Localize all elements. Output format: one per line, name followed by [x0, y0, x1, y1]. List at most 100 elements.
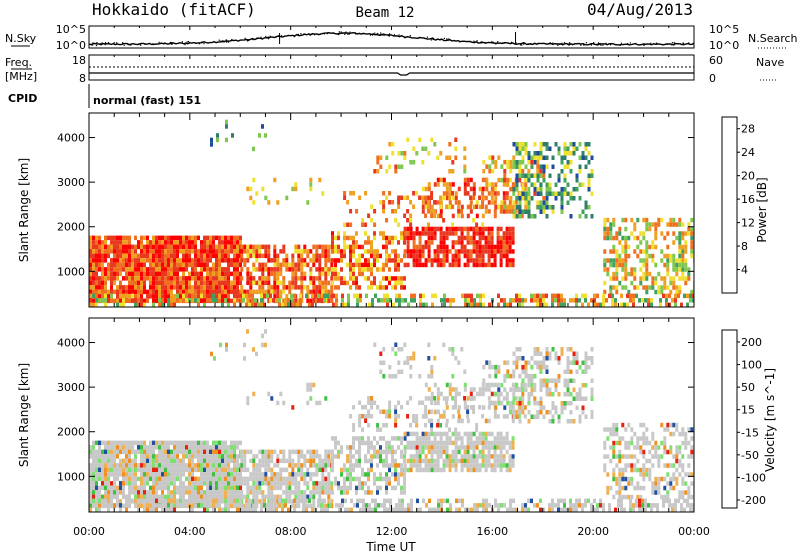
power-cell [146, 267, 149, 272]
power-cell [270, 289, 274, 295]
velocity-cell [542, 360, 546, 365]
velocity-cell [367, 409, 371, 414]
power-cell [291, 276, 295, 281]
power-cell [689, 298, 692, 303]
power-cell [161, 298, 164, 304]
noise-left-label: N.Sky [5, 32, 37, 45]
velocity-cell [412, 440, 416, 446]
power-cell [164, 235, 167, 241]
power-cell [439, 151, 443, 156]
nave-label: Nave [756, 56, 784, 69]
velocity-cell [590, 387, 594, 392]
velocity-cell [340, 485, 343, 491]
velocity-cell [515, 401, 519, 406]
velocity-cell [143, 472, 146, 477]
power-cell [681, 262, 685, 268]
power-cell [506, 204, 510, 210]
power-cell [494, 204, 498, 210]
velocity-cell [630, 427, 634, 432]
velocity-cell [439, 391, 443, 397]
power-cell [122, 258, 125, 263]
power-cell [460, 235, 464, 241]
velocity-cell [164, 454, 167, 459]
power-cell [98, 240, 101, 245]
noise-point [378, 34, 381, 37]
velocity-cell [536, 347, 540, 352]
velocity-cell [107, 494, 110, 500]
velocity-cell [551, 419, 555, 424]
velocity-cell [493, 463, 497, 468]
velocity-cell [430, 423, 434, 428]
power-cell [566, 160, 570, 165]
power-cell [356, 302, 359, 307]
power-cell [657, 285, 661, 290]
power-cell [161, 280, 164, 286]
power-cell [442, 231, 446, 236]
velocity-cell [128, 490, 131, 495]
velocity-cell [179, 494, 182, 500]
power-cell [300, 267, 304, 272]
power-cell [503, 173, 507, 178]
power-cell [125, 271, 128, 277]
velocity-cell [554, 410, 558, 415]
velocity-cell [297, 494, 301, 500]
velocity-cell [125, 481, 128, 486]
velocity-cell [140, 449, 143, 455]
power-cell [288, 280, 292, 286]
power-cell [98, 253, 101, 259]
velocity-cell [203, 503, 206, 509]
velocity-cell [436, 449, 440, 455]
velocity-cell [379, 436, 382, 441]
power-cell [200, 285, 203, 290]
power-cell [209, 271, 212, 277]
power-cell [454, 231, 458, 236]
noise-point [393, 34, 395, 36]
velocity-cell [167, 454, 170, 459]
velocity-cell [379, 476, 382, 482]
power-cell [430, 231, 434, 236]
power-cell [311, 302, 314, 307]
noise-point [309, 34, 311, 36]
velocity-cell [113, 467, 116, 473]
power-cell [630, 217, 634, 223]
velocity-cell [533, 382, 537, 388]
power-cell [397, 258, 400, 263]
velocity-cell [627, 463, 631, 468]
power-cell [603, 280, 607, 286]
velocity-cell [312, 481, 316, 486]
velocity-cell [227, 449, 230, 455]
power-cell [472, 195, 476, 200]
velocity-cell [515, 347, 519, 352]
power-cell [355, 262, 358, 268]
power-cell [687, 267, 691, 272]
power-cell [388, 253, 391, 259]
power-cell [376, 169, 380, 174]
power-cell [521, 195, 525, 201]
power-cell [209, 267, 212, 272]
power-cell [385, 195, 389, 200]
power-cell [394, 258, 397, 263]
power-cell [330, 285, 334, 290]
power-cell [252, 267, 256, 272]
velocity-cell [125, 449, 128, 455]
velocity-cell [233, 494, 236, 500]
power-cell [209, 276, 212, 281]
noise-point [160, 42, 162, 44]
velocity-cell [240, 458, 244, 464]
velocity-cell [463, 454, 467, 459]
velocity-cell [267, 467, 271, 473]
power-cell [666, 267, 670, 272]
power-cell [422, 302, 425, 307]
noise-tick-bottom-right: 10^0 [709, 39, 739, 52]
power-cell [267, 289, 271, 295]
velocity-cell [294, 472, 298, 477]
power-cell [352, 267, 355, 272]
velocity-cell [566, 347, 570, 352]
velocity-cell [227, 481, 230, 486]
velocity-cell [569, 369, 573, 374]
velocity-cell [511, 400, 515, 406]
power-cell [125, 267, 128, 272]
velocity-cell [95, 472, 98, 477]
velocity-cell [252, 490, 256, 495]
power-cell [427, 182, 431, 187]
